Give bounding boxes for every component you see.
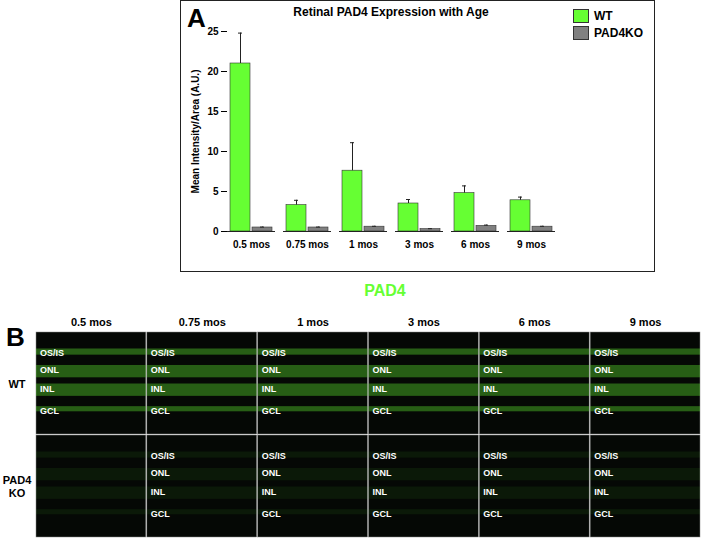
svg-text:OS/IS: OS/IS (40, 348, 64, 358)
svg-text:INL: INL (594, 487, 609, 497)
svg-text:5: 5 (213, 186, 219, 197)
svg-text:25: 25 (207, 26, 219, 37)
svg-text:GCL: GCL (483, 509, 503, 519)
svg-text:ONL: ONL (373, 365, 393, 375)
svg-text:OS/IS: OS/IS (373, 451, 397, 461)
svg-text:INL: INL (262, 487, 277, 497)
svg-text:KO: KO (9, 487, 26, 499)
svg-text:INL: INL (594, 384, 609, 394)
svg-text:0.5 mos: 0.5 mos (233, 239, 271, 250)
svg-text:GCL: GCL (40, 406, 60, 416)
svg-text:INL: INL (373, 487, 388, 497)
svg-text:OS/IS: OS/IS (373, 348, 397, 358)
svg-text:GCL: GCL (262, 509, 282, 519)
svg-text:ONL: ONL (483, 468, 503, 478)
svg-text:INL: INL (262, 384, 277, 394)
svg-text:GCL: GCL (151, 509, 171, 519)
svg-text:15: 15 (207, 106, 219, 117)
svg-text:ONL: ONL (40, 365, 60, 375)
svg-text:WT: WT (8, 378, 25, 390)
svg-text:ONL: ONL (151, 468, 171, 478)
svg-text:ONL: ONL (483, 365, 503, 375)
svg-text:OS/IS: OS/IS (483, 451, 507, 461)
svg-text:INL: INL (40, 384, 55, 394)
svg-text:6 mos: 6 mos (461, 239, 490, 250)
svg-text:INL: INL (483, 384, 498, 394)
html-text:Retinal PAD4 Expression with A: Retinal PAD4 Expression with Age (293, 5, 489, 19)
html-text:WT: WT (594, 9, 613, 23)
svg-text:20: 20 (207, 66, 219, 77)
svg-text:1 mos: 1 mos (349, 239, 378, 250)
svg-text:ONL: ONL (594, 468, 614, 478)
svg-text:OS/IS: OS/IS (594, 451, 618, 461)
svg-text:ONL: ONL (151, 365, 171, 375)
svg-text:OS/IS: OS/IS (594, 348, 618, 358)
svg-text:OS/IS: OS/IS (151, 348, 175, 358)
svg-text:PAD4: PAD4 (364, 282, 406, 299)
svg-text:GCL: GCL (373, 509, 393, 519)
svg-text:GCL: GCL (483, 406, 503, 416)
svg-text:OS/IS: OS/IS (262, 451, 286, 461)
svg-text:GCL: GCL (373, 406, 393, 416)
svg-text:ONL: ONL (373, 468, 393, 478)
svg-text:3 mos: 3 mos (405, 239, 434, 250)
html-text:A: A (187, 3, 206, 33)
svg-text:3 mos: 3 mos (408, 316, 440, 328)
svg-text:6 mos: 6 mos (519, 316, 551, 328)
html-text:PAD4KO: PAD4KO (594, 26, 644, 40)
svg-text:ONL: ONL (594, 365, 614, 375)
svg-text:0.5 mos: 0.5 mos (71, 316, 112, 328)
svg-text:ONL: ONL (262, 365, 282, 375)
svg-text:PAD4: PAD4 (3, 474, 32, 486)
svg-text:OS/IS: OS/IS (262, 348, 286, 358)
svg-text:1 mos: 1 mos (297, 316, 329, 328)
svg-text:INL: INL (373, 384, 388, 394)
svg-text:0.75 mos: 0.75 mos (179, 316, 226, 328)
svg-text:GCL: GCL (262, 406, 282, 416)
svg-text:B: B (6, 322, 25, 352)
svg-text:GCL: GCL (594, 509, 614, 519)
svg-text:GCL: GCL (594, 406, 614, 416)
svg-text:ONL: ONL (262, 468, 282, 478)
svg-text:OS/IS: OS/IS (483, 348, 507, 358)
svg-text:INL: INL (151, 384, 166, 394)
svg-text:10: 10 (207, 146, 219, 157)
svg-text:GCL: GCL (151, 406, 171, 416)
svg-text:0.75 mos: 0.75 mos (286, 239, 329, 250)
svg-text:0: 0 (213, 226, 219, 237)
svg-text:9 mos: 9 mos (517, 239, 546, 250)
svg-text:OS/IS: OS/IS (151, 451, 175, 461)
svg-text:Mean Intensity/Area (A.U.): Mean Intensity/Area (A.U.) (190, 70, 201, 194)
svg-text:INL: INL (151, 487, 166, 497)
svg-text:9 mos: 9 mos (630, 316, 662, 328)
svg-text:INL: INL (483, 487, 498, 497)
